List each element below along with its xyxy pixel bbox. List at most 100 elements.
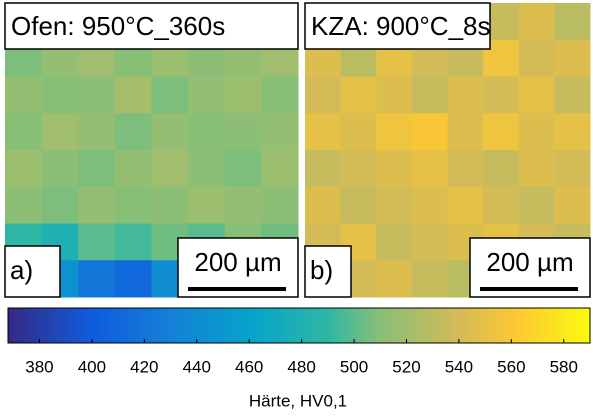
colorbar-segment	[75, 308, 82, 343]
colorbar-segment	[279, 308, 286, 343]
colorbar-segment	[129, 308, 135, 343]
colorbar-segment	[163, 308, 169, 343]
heat-cell	[447, 76, 484, 114]
colorbar-segment	[483, 308, 489, 343]
tick-label: 380	[25, 357, 53, 376]
colorbar-segment	[337, 308, 344, 343]
colorbar-segment	[235, 308, 242, 343]
colorbar-segment	[71, 308, 77, 343]
tick-label: 500	[340, 357, 368, 376]
colorbar-label: Härte, HV0,1	[249, 391, 347, 410]
colorbar-segment	[357, 308, 363, 343]
heat-cell	[305, 186, 342, 224]
tick-label: 440	[183, 357, 211, 376]
colorbar-segment	[80, 308, 87, 343]
colorbar-segment	[391, 308, 397, 343]
tick-label: 420	[130, 357, 158, 376]
heat-cell	[340, 150, 377, 188]
colorbar-segment	[182, 308, 189, 343]
colorbar-segment	[366, 308, 373, 343]
heat-cell	[411, 260, 448, 298]
colorbar-segment	[303, 308, 310, 343]
heat-cell	[518, 3, 555, 41]
colorbar-segment	[449, 308, 455, 343]
colorbar-segment	[565, 308, 572, 343]
heat-cell	[518, 186, 555, 224]
colorbar-segment	[153, 308, 159, 343]
colorbar-segment	[172, 308, 179, 343]
heat-cell	[376, 113, 413, 151]
colorbar-segment	[318, 308, 324, 343]
colorbar-segment	[541, 308, 547, 343]
heat-cell	[261, 76, 299, 114]
colorbar-segment	[502, 308, 509, 343]
colorbar-segment	[556, 308, 562, 343]
heat-cell	[554, 150, 591, 188]
colorbar-segment	[570, 308, 577, 343]
heat-cell	[376, 260, 413, 298]
colorbar-segment	[105, 308, 111, 343]
heat-cell	[376, 150, 413, 188]
colorbar-segment	[27, 308, 33, 343]
colorbar-segment	[381, 308, 387, 343]
colorbar-segment	[526, 308, 533, 343]
tick-label: 460	[235, 357, 263, 376]
colorbar-segment	[85, 308, 92, 343]
colorbar-segment	[231, 308, 237, 343]
colorbar-segment	[371, 308, 378, 343]
heat-cell	[340, 113, 377, 151]
heat-cell	[340, 186, 377, 224]
heat-cell	[554, 3, 591, 41]
heat-cell	[78, 186, 116, 224]
colorbar-segment	[274, 308, 281, 343]
colorbar-segment	[119, 308, 125, 343]
heat-cell	[261, 150, 299, 188]
colorbar-segment	[575, 308, 581, 343]
heat-cell	[411, 150, 448, 188]
heat-cell	[114, 186, 152, 224]
colorbar-segment	[299, 308, 305, 343]
colorbar-segment	[202, 308, 208, 343]
colorbar-segment	[51, 308, 58, 343]
colorbar-segment	[420, 308, 426, 343]
colorbar-segment	[478, 308, 484, 343]
heat-cell	[518, 113, 555, 151]
colorbar-segment	[488, 308, 494, 343]
colorbar-segment	[100, 308, 106, 343]
colorbar-segment	[37, 308, 43, 343]
colorbar-segment	[473, 308, 480, 343]
colorbar-segment	[289, 308, 295, 343]
heat-cell	[305, 76, 342, 114]
label-box	[4, 245, 61, 298]
colorbar-segment	[114, 308, 121, 343]
label-box	[304, 245, 352, 298]
colorbar-segment	[187, 308, 193, 343]
colorbar-segment	[197, 308, 203, 343]
colorbar-segment	[410, 308, 416, 343]
colorbar-segment	[580, 308, 586, 343]
colorbar-segment	[347, 308, 353, 343]
heat-cell	[447, 113, 484, 151]
heat-cell	[78, 260, 116, 298]
heat-cell	[483, 113, 520, 151]
colorbar-segment	[206, 308, 213, 343]
heat-cell	[411, 186, 448, 224]
heat-cell	[261, 186, 299, 224]
colorbar-segment	[362, 308, 368, 343]
colorbar-segment	[240, 308, 247, 343]
colorbar-segment	[551, 308, 557, 343]
colorbar-segment	[12, 308, 19, 343]
heat-cell	[188, 186, 226, 224]
heat-cell	[554, 186, 591, 224]
heat-cell	[518, 150, 555, 188]
colorbar-segment	[148, 308, 155, 343]
heat-cell	[5, 186, 43, 224]
heat-cell	[114, 150, 152, 188]
colorbar-segment	[585, 308, 591, 343]
colorbar-segment	[41, 308, 48, 343]
colorbar-segment	[124, 308, 130, 343]
colorbar-segment	[328, 308, 334, 343]
colorbar-segment	[216, 308, 222, 343]
colorbar-segment	[531, 308, 538, 343]
